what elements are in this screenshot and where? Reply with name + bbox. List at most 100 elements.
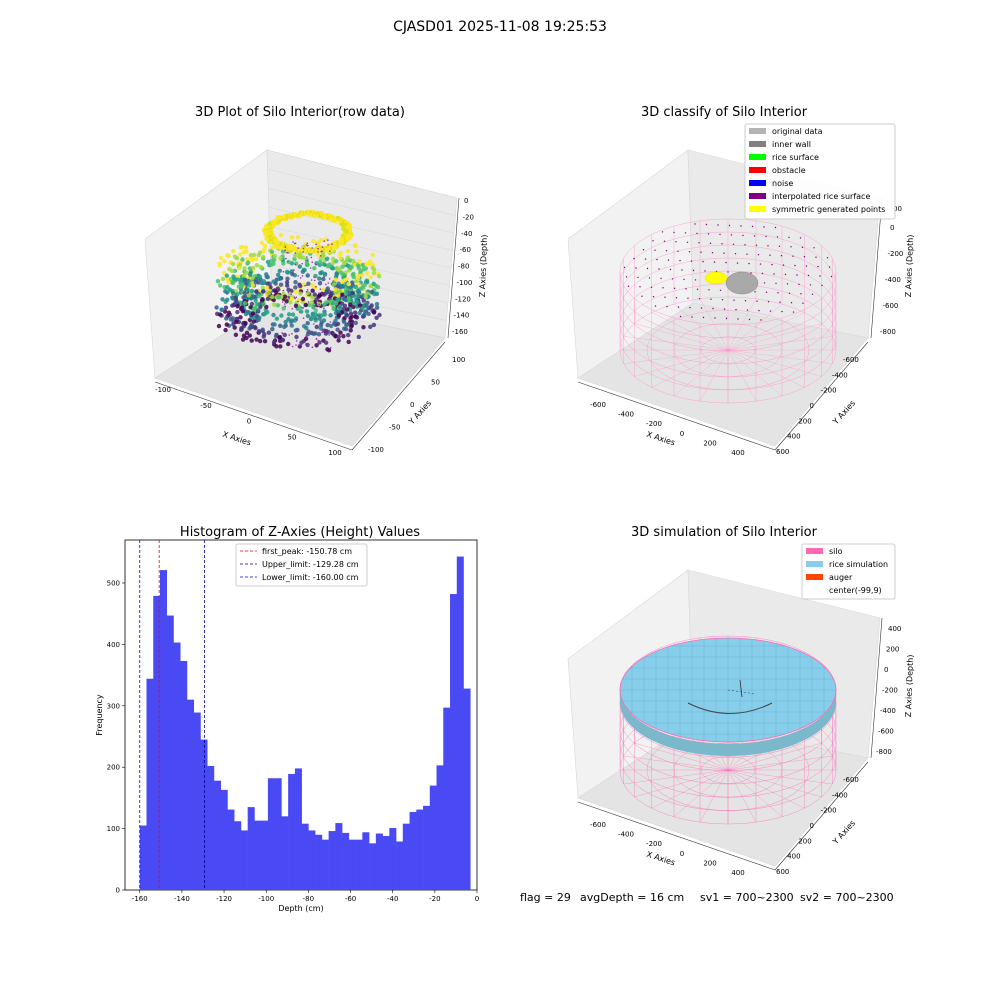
raw-point <box>340 279 345 284</box>
raw-point <box>265 285 270 291</box>
sim-y-tick: -600 <box>843 776 859 784</box>
classify-interp-point <box>681 269 683 271</box>
raw-point <box>344 322 349 328</box>
raw-point <box>265 259 271 265</box>
sim-y-tick: 600 <box>776 868 789 876</box>
raw-point <box>338 256 343 261</box>
raw-point <box>262 247 267 252</box>
classify-z-tick-partial: 00 <box>893 205 902 213</box>
raw-point <box>261 279 267 284</box>
raw-point <box>261 254 266 260</box>
raw-point <box>218 312 223 317</box>
raw-point <box>353 243 358 248</box>
classify-interp-point <box>633 257 635 260</box>
raw-point <box>303 302 309 308</box>
raw-point <box>281 306 286 311</box>
raw-point <box>374 301 380 307</box>
raw-point <box>289 296 294 302</box>
raw-point <box>289 235 295 240</box>
raw-inner-point <box>287 291 290 294</box>
classify-interp-point <box>714 317 716 319</box>
hist-bar <box>234 821 242 890</box>
raw-point <box>293 289 298 295</box>
raw-inner-point <box>283 303 286 305</box>
hist-bar <box>139 825 147 890</box>
raw-y-tick: 50 <box>431 379 440 387</box>
raw-inner-point <box>282 289 285 292</box>
raw-point <box>338 250 343 256</box>
raw-point <box>335 321 341 327</box>
hist-bar <box>159 570 168 890</box>
hist-bar <box>200 739 208 890</box>
raw-point <box>318 259 323 264</box>
raw-point <box>235 304 240 309</box>
classify-z-tick: -600 <box>883 302 899 310</box>
raw-point <box>377 312 382 318</box>
raw-inner-point <box>300 290 302 293</box>
raw-inner-point <box>311 332 313 335</box>
raw-point <box>292 253 298 258</box>
raw-inner-point <box>302 247 305 250</box>
hist-bar <box>261 820 269 890</box>
classify-interp-point <box>662 287 664 289</box>
raw-z-tick: -120 <box>455 295 471 303</box>
raw-inner-point <box>315 243 318 246</box>
raw-point <box>244 335 249 341</box>
raw-point <box>260 301 266 307</box>
raw-point <box>328 313 333 318</box>
raw-point <box>240 309 246 314</box>
raw-point <box>293 285 298 290</box>
raw-point <box>270 294 275 300</box>
raw-gridline <box>267 168 456 216</box>
raw-point <box>321 276 326 282</box>
raw-point <box>217 263 222 268</box>
raw-point <box>305 321 310 326</box>
raw-point <box>290 318 295 323</box>
raw-point <box>368 275 373 280</box>
raw-point <box>223 289 228 294</box>
classify-interp-point <box>803 256 806 258</box>
classify-interp-point <box>781 310 783 313</box>
raw-point <box>346 339 351 345</box>
raw-point <box>246 278 251 284</box>
raw-inner-point <box>301 262 304 265</box>
raw-inner-point <box>281 332 284 334</box>
classify-interp-point <box>760 319 762 321</box>
raw-point <box>224 322 229 327</box>
classify-interp-point <box>758 309 760 312</box>
raw-point <box>331 256 336 261</box>
raw-point <box>339 310 344 315</box>
raw-ring-point <box>332 218 338 224</box>
hist-bar <box>301 823 309 890</box>
raw-point <box>233 332 239 337</box>
raw-point <box>243 300 248 306</box>
sim-x-tick: 200 <box>703 859 716 867</box>
raw-inner-point <box>284 249 286 251</box>
hist-bar <box>389 827 397 890</box>
classify-ylabel: Y Axies <box>830 399 857 427</box>
classify-interp-point <box>801 246 804 248</box>
raw-point <box>279 313 284 318</box>
classify-interp-point <box>660 277 662 280</box>
sim-legend: silo rice simulation auger center(-99,9) <box>801 543 896 600</box>
footer-sv1: sv1 = 700~2300 <box>700 891 794 904</box>
classify-interp-point <box>778 245 781 247</box>
raw-point <box>323 300 329 305</box>
raw-point <box>252 324 257 330</box>
classify-interp-point <box>689 306 691 309</box>
raw-point <box>220 276 226 282</box>
raw-point <box>282 332 287 338</box>
classify-interp-point <box>767 245 769 247</box>
raw-point <box>277 268 282 273</box>
raw-point <box>336 338 341 343</box>
raw-point <box>224 273 229 278</box>
hist-legend-label: Lower_limit: -160.00 cm <box>262 573 359 582</box>
classify-interp-point <box>688 251 691 253</box>
raw-y-axis-line <box>351 341 446 451</box>
raw-inner-point <box>306 290 308 293</box>
classify-interp-point <box>757 254 760 256</box>
raw-inner-point <box>294 297 296 300</box>
raw-point <box>338 330 343 335</box>
panel-simulation: 3D simulation of Silo Interior -600-400-… <box>567 525 915 877</box>
raw-inner-point <box>291 332 293 335</box>
